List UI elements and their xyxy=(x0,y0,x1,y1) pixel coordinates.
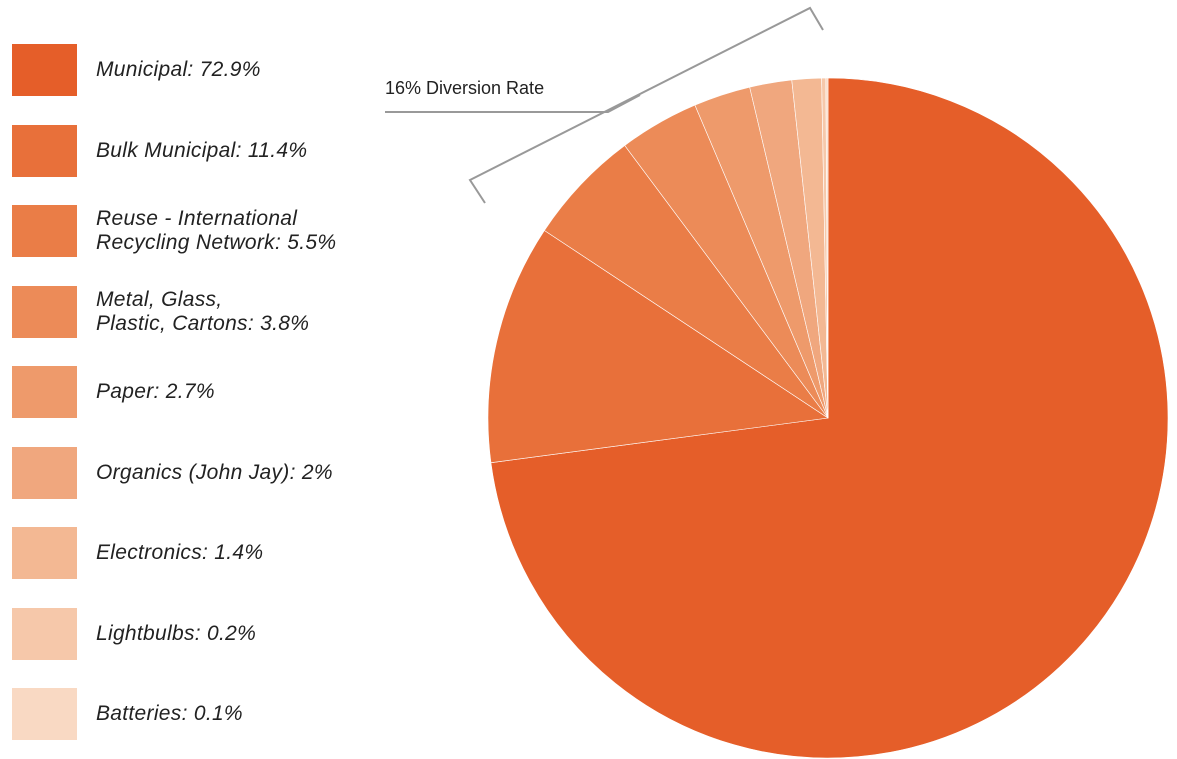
annotation: 16% Diversion Rate xyxy=(385,78,544,98)
legend-swatch xyxy=(12,285,77,338)
legend-label: Metal, Glass, Plastic, Cartons: 3.8% xyxy=(96,287,310,335)
diversion-bracket xyxy=(468,6,824,204)
pie-slice xyxy=(490,77,1169,759)
legend-swatch xyxy=(12,446,77,499)
legend-swatch xyxy=(12,688,77,740)
pie-slice xyxy=(825,77,829,419)
legend-swatch xyxy=(12,44,77,96)
legend-swatch xyxy=(12,205,77,257)
legend-label: Lightbulbs: 0.2% xyxy=(96,621,257,645)
legend-swatch xyxy=(12,366,77,418)
legend-swatch xyxy=(12,124,77,177)
legend-label: Electronics: 1.4% xyxy=(96,541,264,564)
annotation-leader xyxy=(385,94,641,113)
legend-label: Reuse - International Recycling Network:… xyxy=(96,207,337,254)
legend-label: Organics (John Jay): 2% xyxy=(96,460,333,484)
legend-label: Bulk Municipal: 11.4% xyxy=(96,138,308,162)
legend-label: Paper: 2.7% xyxy=(96,380,215,403)
legend-swatch xyxy=(12,527,77,579)
pie-slice xyxy=(487,230,829,464)
legend-label: Batteries: 0.1% xyxy=(96,702,243,725)
legend-label: Municipal: 72.9% xyxy=(96,58,261,81)
legend-swatch xyxy=(12,607,77,660)
